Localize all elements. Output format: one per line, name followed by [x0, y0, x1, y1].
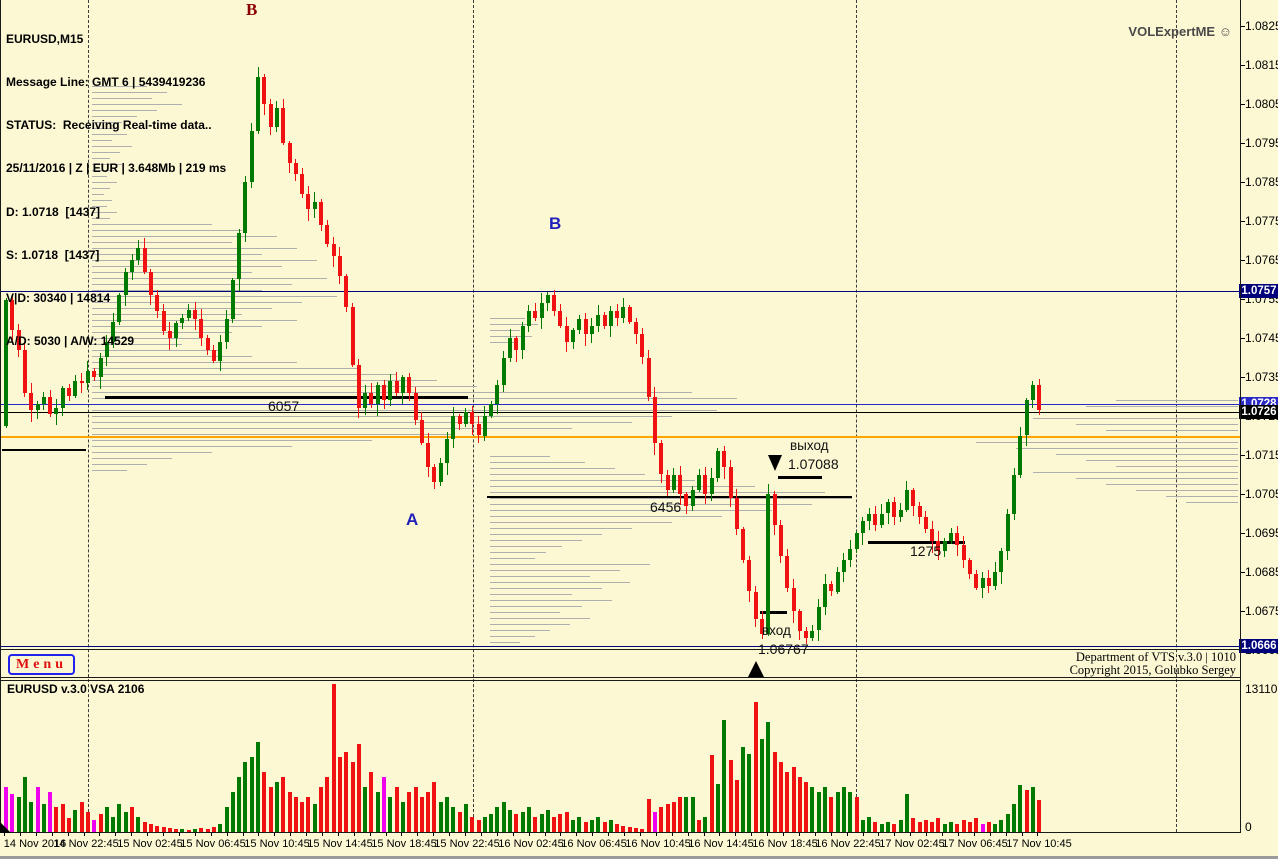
volume-pane-bottom-frame: [0, 832, 1240, 833]
status-line: STATUS: Receiving Real-time data..: [6, 118, 212, 133]
ad-line: A/D: 5030 | A/W: 14529: [6, 334, 135, 349]
chart-bottom-frame: [0, 649, 1240, 650]
volume-pane-top-frame: [0, 680, 1240, 681]
department-line: Department of VTS v.3.0 | 1010: [1075, 650, 1236, 664]
session-line: 25/11/2016 | Z | EUR | 3.648Mb | 219 ms: [6, 161, 227, 176]
time-axis[interactable]: [0, 834, 1278, 856]
expert-watermark: VOLExpertME ☺: [1128, 24, 1232, 39]
volume-indicator-label: EURUSD v.3.0 VSA 2106: [7, 682, 145, 696]
supply-line: S: 1.0718 [1437]: [6, 247, 100, 262]
entry-marker-icon: [748, 661, 764, 677]
copyright-block: Department of VTS v.3.0 | 1010 Copyright…: [1070, 651, 1236, 677]
volume-axis-zero: 0: [1245, 820, 1252, 834]
message-line: Message Line: GMT 6 | 5439419236: [6, 75, 206, 90]
price-axis[interactable]: [1241, 0, 1278, 833]
window-bottom-edge: [0, 856, 1278, 859]
symbol-timeframe-label: EURUSD,M15: [6, 31, 84, 46]
price-axis-line: [1240, 0, 1241, 833]
mid-strip-divider: [0, 677, 1240, 678]
scroll-origin-wedge-icon: [0, 822, 11, 833]
volume-pane[interactable]: [0, 681, 1240, 832]
volume-axis-max: 13110: [1245, 682, 1278, 696]
copyright-line: Copyright 2015, Golubko Sergey: [1069, 663, 1236, 677]
demand-line: D: 1.0718 [1437]: [6, 204, 101, 219]
vd-line: V|D: 30340 | 14814: [6, 291, 111, 306]
menu-button[interactable]: Menu: [8, 654, 75, 675]
left-frame: [0, 0, 1, 833]
chart-info-block: EURUSD,M15 Message Line: GMT 6 | 5439419…: [6, 3, 226, 378]
